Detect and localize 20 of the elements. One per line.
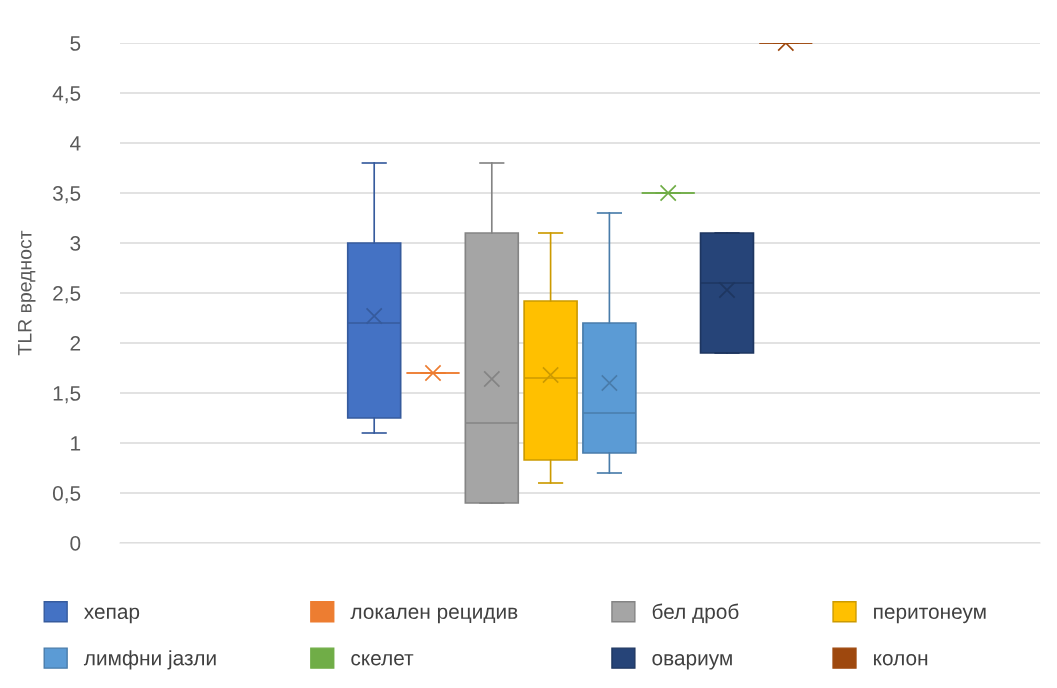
y-tick-label: 4 (70, 136, 81, 151)
legend-label: овариум (652, 654, 732, 670)
legend-label: скелет (351, 654, 414, 666)
legend-label: хепар (84, 607, 140, 624)
y-tick-label: 1,5 (53, 386, 81, 404)
legend-label: локален рецидив (350, 607, 518, 624)
legend-label: лимфни јазли (83, 650, 216, 670)
legend-label: перитонеум (874, 607, 986, 624)
y-tick-label: 4,5 (52, 86, 81, 104)
y-tick-label: 2,5 (53, 286, 81, 304)
y-tick-label: 1 (71, 436, 81, 451)
y-tick-label: 3 (70, 236, 81, 251)
y-tick-label: 2 (70, 336, 81, 351)
legend-label: бел дроб (652, 603, 739, 624)
legend-label: колон (874, 654, 928, 666)
y-tick-label: 0,5 (52, 486, 81, 504)
y-tick-label: 3,5 (52, 186, 81, 204)
y-tick-label: 0 (70, 536, 81, 551)
y-tick-label: 5 (70, 36, 81, 51)
y-axis-title: TLR вредност (18, 230, 36, 356)
